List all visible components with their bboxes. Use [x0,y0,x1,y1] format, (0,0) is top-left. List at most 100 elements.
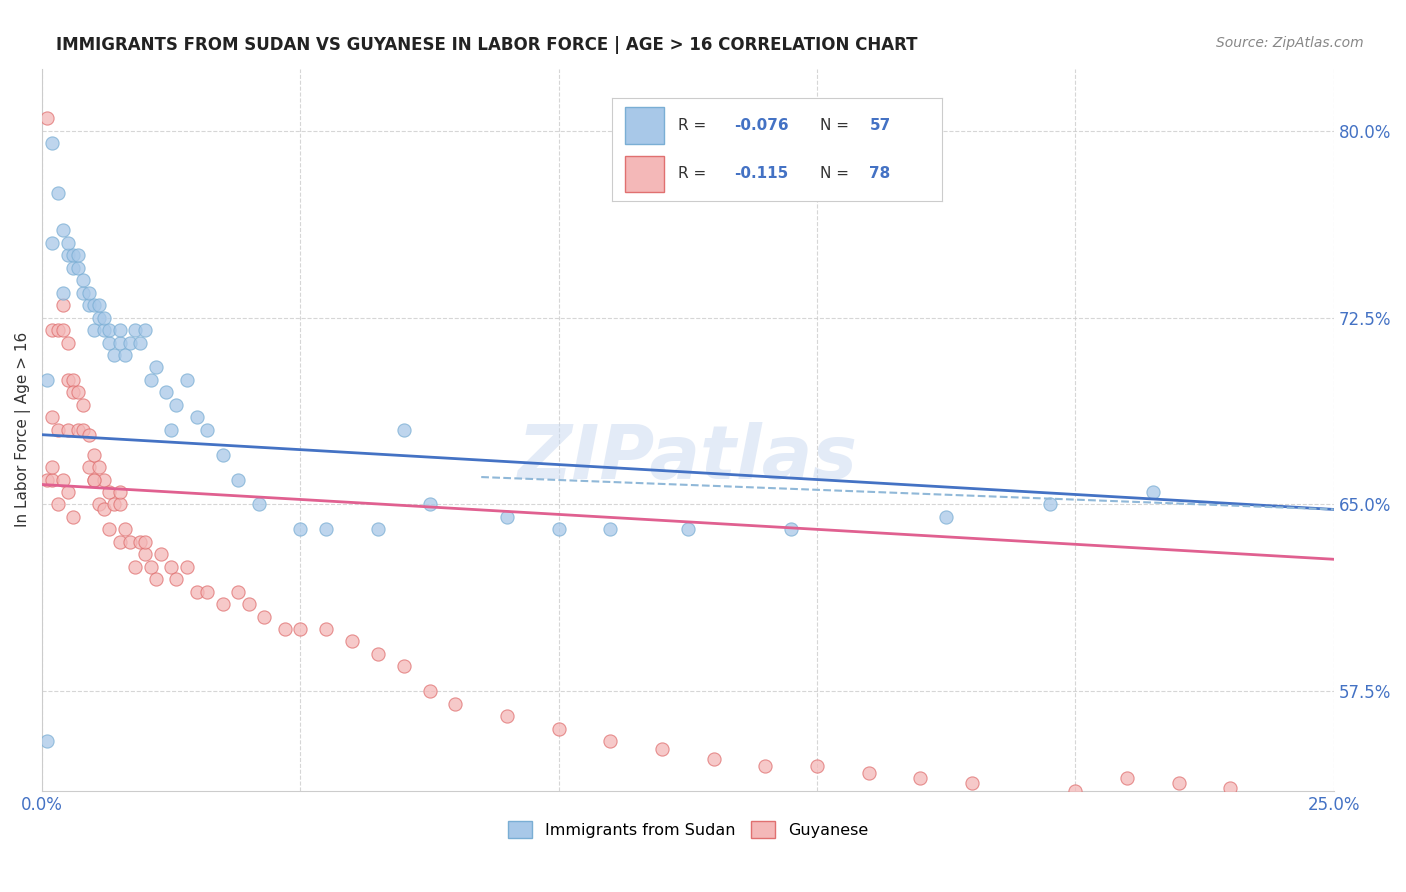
Point [67,248,90,262]
Point [703,751,725,765]
Text: -0.076: -0.076 [734,119,789,133]
Point [340,634,363,648]
Point [145,360,167,375]
Point [547,722,569,736]
Point [77,285,100,300]
Point [83,448,105,462]
Point [41,323,63,337]
Point [56,423,79,437]
Point [52,285,75,300]
Point [37,373,59,387]
Point [52,473,75,487]
Point [56,485,79,500]
Point [496,509,519,524]
Point [56,235,79,250]
Point [108,485,131,500]
Point [547,522,569,536]
Point [212,597,235,611]
Point [108,498,131,512]
Point [367,647,389,661]
Point [124,323,146,337]
Point [98,335,121,350]
Point [41,460,63,475]
Text: -0.115: -0.115 [734,166,789,180]
Point [247,498,270,512]
Point [103,498,125,512]
Point [139,559,162,574]
FancyBboxPatch shape [624,107,665,145]
Point [93,323,115,337]
Point [67,385,90,400]
Point [228,584,250,599]
Point [754,759,776,773]
Point [212,448,235,462]
Point [56,373,79,387]
Point [114,348,136,362]
Point [46,186,69,200]
Point [676,522,699,536]
Point [93,473,115,487]
Point [134,534,156,549]
Point [124,559,146,574]
Y-axis label: In Labor Force | Age > 16: In Labor Force | Age > 16 [15,332,31,527]
Point [858,766,880,780]
Point [52,223,75,237]
Point [806,759,828,773]
Point [98,522,121,536]
Text: N =: N = [820,119,853,133]
Point [72,398,94,412]
Legend: Immigrants from Sudan, Guyanese: Immigrants from Sudan, Guyanese [502,815,875,845]
Point [392,423,415,437]
Point [72,285,94,300]
Point [67,260,90,275]
Point [419,684,441,698]
Point [77,298,100,312]
Point [315,622,337,636]
Point [77,460,100,475]
Point [145,572,167,586]
Point [599,734,621,748]
Point [160,423,183,437]
Point [103,348,125,362]
Point [56,248,79,262]
Point [118,335,141,350]
Point [56,335,79,350]
Point [62,260,84,275]
Point [108,534,131,549]
Point [72,423,94,437]
Point [41,136,63,151]
Point [62,248,84,262]
Point [290,622,312,636]
Point [46,498,69,512]
Point [139,373,162,387]
Text: Source: ZipAtlas.com: Source: ZipAtlas.com [1216,36,1364,50]
Point [83,323,105,337]
Point [392,659,415,673]
Point [114,522,136,536]
Point [228,473,250,487]
Point [496,709,519,723]
Point [910,772,932,786]
Point [165,572,187,586]
Point [62,373,84,387]
Point [1038,498,1060,512]
Point [155,385,177,400]
Text: 57: 57 [869,119,890,133]
Point [290,522,312,536]
Point [444,697,467,711]
Point [37,112,59,126]
Point [118,534,141,549]
Point [274,622,297,636]
Point [77,427,100,442]
Point [87,310,110,325]
Point [87,298,110,312]
Point [1219,781,1241,796]
Point [1142,485,1164,500]
Point [315,522,337,536]
Point [176,559,198,574]
Point [41,235,63,250]
Point [98,485,121,500]
Point [165,398,187,412]
Point [108,323,131,337]
Point [1064,784,1087,798]
